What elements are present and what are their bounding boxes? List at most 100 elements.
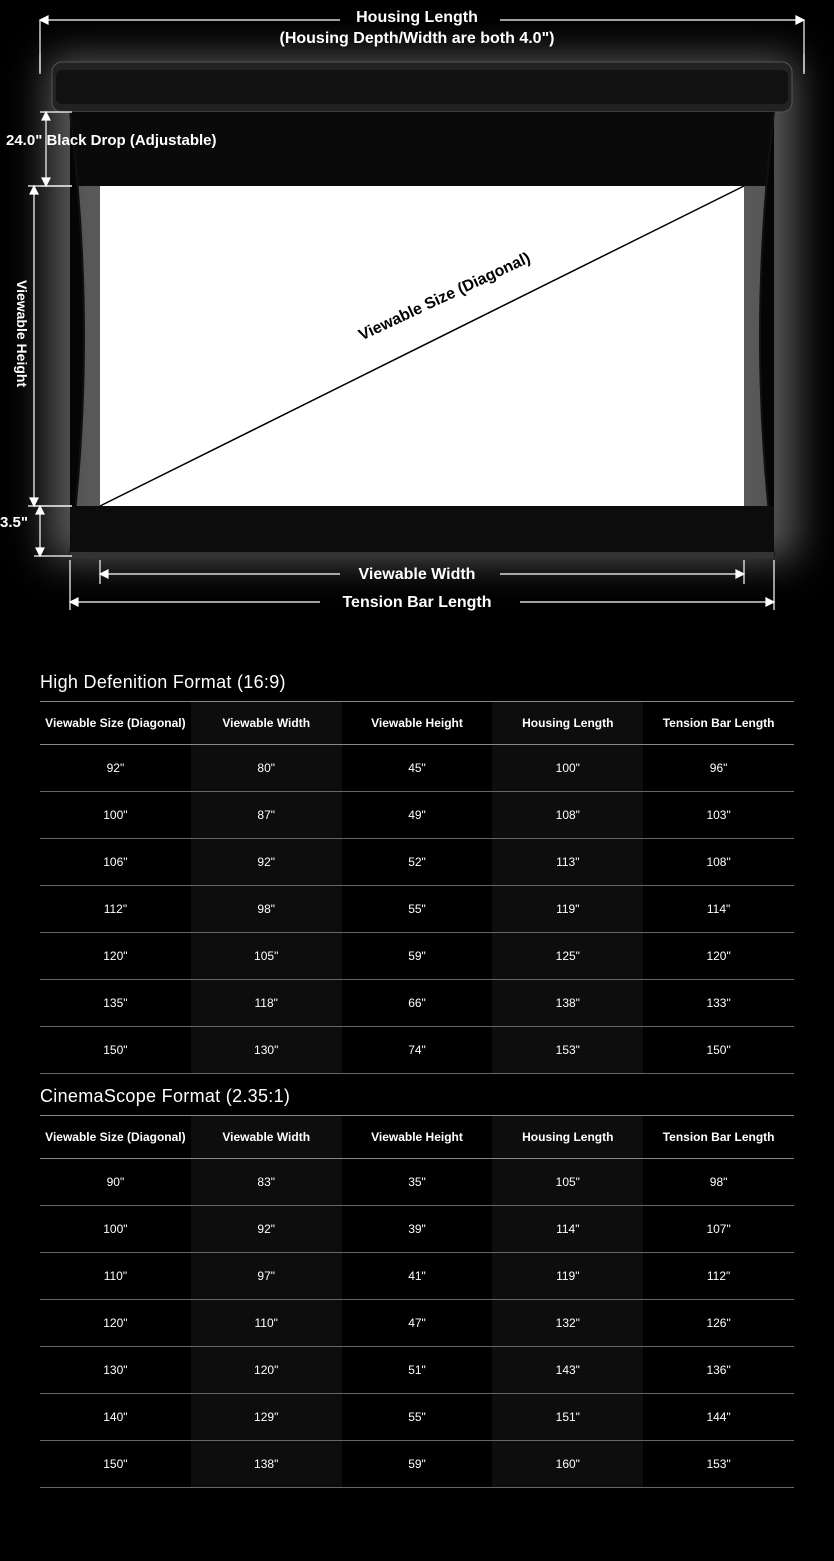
table-cell: 118" bbox=[191, 980, 342, 1027]
table-cell: 130" bbox=[40, 1347, 191, 1394]
table-row: 140"129"55"151"144" bbox=[40, 1394, 794, 1441]
table-row: 92"80"45"100"96" bbox=[40, 745, 794, 792]
table-cell: 113" bbox=[492, 839, 643, 886]
table-cell: 136" bbox=[643, 1347, 794, 1394]
table-cell: 106" bbox=[40, 839, 191, 886]
table-cell: 97" bbox=[191, 1253, 342, 1300]
table-cell: 55" bbox=[342, 886, 493, 933]
table-cell: 151" bbox=[492, 1394, 643, 1441]
table-cell: 120" bbox=[191, 1347, 342, 1394]
table-cell: 107" bbox=[643, 1206, 794, 1253]
table-cell: 59" bbox=[342, 1441, 493, 1488]
table-cell: 52" bbox=[342, 839, 493, 886]
gap-35-label: 3.5" bbox=[0, 514, 28, 531]
table-cell: 153" bbox=[492, 1027, 643, 1074]
table-header: Viewable Height bbox=[342, 1116, 493, 1159]
black-drop-rect bbox=[70, 112, 774, 186]
housing-depth-note: (Housing Depth/Width are both 4.0") bbox=[280, 30, 555, 47]
table-cell: 135" bbox=[40, 980, 191, 1027]
table-cell: 120" bbox=[40, 1300, 191, 1347]
table-cell: 100" bbox=[492, 745, 643, 792]
table-cell: 138" bbox=[191, 1441, 342, 1488]
tension-bar-edge bbox=[70, 552, 774, 558]
table-cell: 59" bbox=[342, 933, 493, 980]
housing-length-label: Housing Length bbox=[356, 9, 478, 26]
table-cs: Viewable Size (Diagonal)Viewable WidthVi… bbox=[40, 1115, 794, 1488]
table-cell: 119" bbox=[492, 1253, 643, 1300]
table-cell: 108" bbox=[492, 792, 643, 839]
table-cell: 120" bbox=[643, 933, 794, 980]
table-header: Housing Length bbox=[492, 1116, 643, 1159]
table-cell: 90" bbox=[40, 1159, 191, 1206]
viewable-height-label: Viewable Height bbox=[14, 280, 30, 387]
table-row: 150"130"74"153"150" bbox=[40, 1027, 794, 1074]
table-cell: 47" bbox=[342, 1300, 493, 1347]
housing-length-label-group: Housing Length (Housing Depth/Width are … bbox=[0, 8, 834, 50]
table-cell: 153" bbox=[643, 1441, 794, 1488]
table-cell: 125" bbox=[492, 933, 643, 980]
table-cell: 92" bbox=[40, 745, 191, 792]
table-cell: 140" bbox=[40, 1394, 191, 1441]
table-cell: 55" bbox=[342, 1394, 493, 1441]
table-row: 130"120"51"143"136" bbox=[40, 1347, 794, 1394]
table-cell: 138" bbox=[492, 980, 643, 1027]
black-drop-label: 24.0" Black Drop (Adjustable) bbox=[6, 132, 217, 149]
table-row: 90"83"35"105"98" bbox=[40, 1159, 794, 1206]
table-cell: 132" bbox=[492, 1300, 643, 1347]
table-cell: 100" bbox=[40, 1206, 191, 1253]
table-cell: 130" bbox=[191, 1027, 342, 1074]
table-cell: 110" bbox=[191, 1300, 342, 1347]
table-cell: 119" bbox=[492, 886, 643, 933]
table-cell: 105" bbox=[492, 1159, 643, 1206]
table-cell: 92" bbox=[191, 1206, 342, 1253]
housing-inner bbox=[56, 70, 788, 104]
table-cell: 129" bbox=[191, 1394, 342, 1441]
table-row: 110"97"41"119"112" bbox=[40, 1253, 794, 1300]
table-cell: 105" bbox=[191, 933, 342, 980]
table-cell: 150" bbox=[40, 1027, 191, 1074]
table-cell: 110" bbox=[40, 1253, 191, 1300]
table-header: Tension Bar Length bbox=[643, 702, 794, 745]
table-row: 135"118"66"138"133" bbox=[40, 980, 794, 1027]
table-row: 120"110"47"132"126" bbox=[40, 1300, 794, 1347]
table-cs-title: CinemaScope Format (2.35:1) bbox=[40, 1074, 794, 1115]
table-cell: 144" bbox=[643, 1394, 794, 1441]
table-cell: 143" bbox=[492, 1347, 643, 1394]
table-row: 112"98"55"119"114" bbox=[40, 886, 794, 933]
tension-bar-label: Tension Bar Length bbox=[0, 594, 834, 612]
table-header: Housing Length bbox=[492, 702, 643, 745]
table-cell: 51" bbox=[342, 1347, 493, 1394]
diagram-area: Housing Length (Housing Depth/Width are … bbox=[0, 0, 834, 640]
table-header: Viewable Width bbox=[191, 1116, 342, 1159]
table-header: Viewable Width bbox=[191, 702, 342, 745]
table-cell: 112" bbox=[643, 1253, 794, 1300]
table-cell: 98" bbox=[191, 886, 342, 933]
table-row: 100"92"39"114"107" bbox=[40, 1206, 794, 1253]
table-cell: 126" bbox=[643, 1300, 794, 1347]
table-cell: 150" bbox=[40, 1441, 191, 1488]
table-header: Tension Bar Length bbox=[643, 1116, 794, 1159]
table-header: Viewable Size (Diagonal) bbox=[40, 1116, 191, 1159]
table-cell: 160" bbox=[492, 1441, 643, 1488]
table-cell: 112" bbox=[40, 886, 191, 933]
table-row: 100"87"49"108"103" bbox=[40, 792, 794, 839]
table-cell: 108" bbox=[643, 839, 794, 886]
table-cell: 96" bbox=[643, 745, 794, 792]
table-cell: 39" bbox=[342, 1206, 493, 1253]
table-cell: 150" bbox=[643, 1027, 794, 1074]
viewable-width-label: Viewable Width bbox=[0, 566, 834, 584]
table-cell: 98" bbox=[643, 1159, 794, 1206]
tables-area: High Defenition Format (16:9) Viewable S… bbox=[0, 640, 834, 1518]
table-cell: 87" bbox=[191, 792, 342, 839]
table-cell: 74" bbox=[342, 1027, 493, 1074]
table-cell: 80" bbox=[191, 745, 342, 792]
table-cell: 114" bbox=[492, 1206, 643, 1253]
table-row: 150"138"59"160"153" bbox=[40, 1441, 794, 1488]
tension-bar-rect bbox=[70, 506, 774, 556]
table-cell: 103" bbox=[643, 792, 794, 839]
table-cell: 133" bbox=[643, 980, 794, 1027]
table-cell: 120" bbox=[40, 933, 191, 980]
table-cell: 100" bbox=[40, 792, 191, 839]
table-hd: Viewable Size (Diagonal)Viewable WidthVi… bbox=[40, 701, 794, 1074]
table-row: 120"105"59"125"120" bbox=[40, 933, 794, 980]
